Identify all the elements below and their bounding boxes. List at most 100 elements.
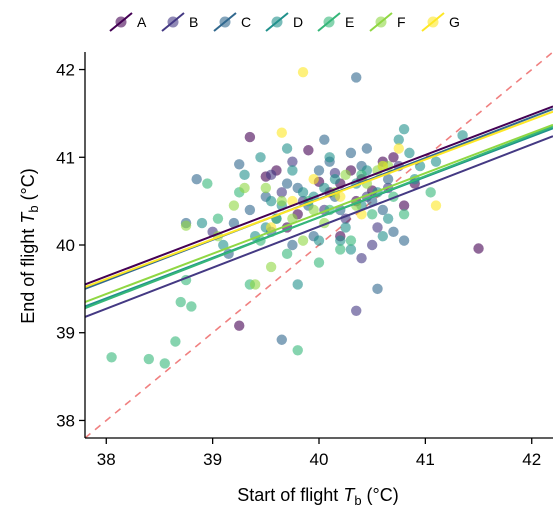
data-point-e [186, 301, 197, 312]
x-tick-label: 41 [416, 450, 435, 469]
fit-line-a [85, 105, 553, 286]
data-point-d [265, 195, 277, 207]
data-point-f [287, 213, 298, 224]
data-point-a [303, 145, 314, 156]
data-point-g [276, 127, 287, 138]
legend-item-g: G [421, 12, 460, 32]
data-point-e [366, 209, 378, 220]
data-point-b [366, 239, 378, 251]
x-axis-label: Start of flight Tb (°C) [237, 485, 398, 508]
legend-label-e: E [345, 14, 354, 30]
data-point-f [249, 279, 261, 290]
data-point-c [191, 174, 202, 185]
legend-item-c: C [213, 12, 251, 32]
data-point-g [297, 66, 309, 78]
data-point-f [228, 200, 240, 211]
legend-label-f: F [397, 14, 406, 30]
data-point-c [351, 72, 362, 83]
data-point-c [372, 283, 383, 295]
data-point-e [143, 353, 155, 365]
data-point-d [281, 143, 293, 154]
data-point-d [239, 169, 250, 181]
data-point-c [234, 159, 245, 170]
data-point-d [393, 134, 404, 145]
x-tick-label: 39 [203, 450, 222, 469]
y-tick-label: 41 [56, 148, 75, 167]
fit-line-e [85, 125, 553, 310]
data-point-d [313, 235, 325, 246]
data-point-c [388, 226, 399, 238]
data-point-f [340, 169, 351, 181]
data-point-d [382, 213, 394, 224]
data-point-d [457, 130, 468, 141]
data-point-f [180, 220, 192, 231]
data-point-d [340, 222, 351, 233]
legend-item-b: B [161, 12, 198, 32]
data-point-e [398, 209, 410, 220]
legend-marker-d [271, 16, 283, 28]
data-point-c [281, 178, 293, 189]
fit-lines-layer [85, 105, 553, 318]
data-point-f [239, 182, 250, 194]
data-point-e [313, 257, 325, 268]
data-point-e [170, 336, 181, 347]
data-point-e [175, 296, 186, 308]
data-point-a [473, 243, 484, 254]
y-tick-label: 39 [56, 324, 75, 343]
axes: 38 39 40 41 42 38 39 40 41 42 [56, 52, 553, 469]
legend-label-c: C [241, 14, 251, 30]
data-point-b [276, 187, 287, 198]
data-point-b [372, 222, 383, 233]
data-point-e [106, 352, 117, 363]
data-point-b [265, 169, 277, 181]
data-point-c [276, 334, 287, 345]
plot-area [85, 52, 553, 438]
data-point-e [281, 248, 293, 259]
data-point-d [255, 152, 266, 163]
data-point-e [425, 187, 436, 198]
data-point-e [292, 345, 303, 356]
data-point-d [377, 231, 389, 242]
data-point-f [308, 204, 319, 216]
data-point-g [393, 143, 404, 154]
legend-item-a: A [109, 12, 147, 32]
legend-item-d: D [265, 12, 303, 32]
data-point-f [265, 261, 277, 273]
y-axis-label: End of flight Tb (°C) [18, 168, 41, 324]
data-point-c [377, 204, 389, 216]
legend-marker-c [219, 16, 231, 28]
legend-item-e: E [317, 12, 354, 32]
legend-marker-b [167, 16, 179, 28]
legend-marker-g [427, 16, 439, 28]
x-tick-label: 42 [522, 450, 541, 469]
data-point-d [345, 244, 357, 255]
y-tick-label: 38 [56, 411, 75, 430]
data-point-d [297, 187, 309, 198]
data-point-b [351, 305, 362, 316]
data-point-d [287, 165, 298, 176]
data-point-e [335, 244, 346, 255]
data-point-e [159, 358, 170, 369]
legend: A B C D E F G [109, 12, 460, 32]
data-point-g [335, 191, 346, 202]
data-point-c [244, 204, 256, 216]
data-point-d [335, 235, 346, 246]
data-point-b [287, 156, 298, 167]
legend-item-f: F [369, 12, 406, 32]
data-point-f [276, 195, 287, 207]
data-point-c [228, 217, 240, 229]
points-layer [106, 66, 484, 369]
data-point-d [404, 147, 415, 159]
fit-line-f [85, 123, 553, 303]
data-point-d [218, 239, 229, 251]
data-point-e [345, 235, 357, 246]
data-point-d [324, 152, 335, 163]
data-point-d [398, 124, 410, 135]
data-point-c [361, 143, 373, 154]
data-point-a [234, 320, 245, 331]
data-point-c [287, 239, 298, 251]
data-point-a [244, 131, 256, 143]
x-tick-label: 40 [310, 450, 329, 469]
data-point-d [430, 156, 442, 167]
